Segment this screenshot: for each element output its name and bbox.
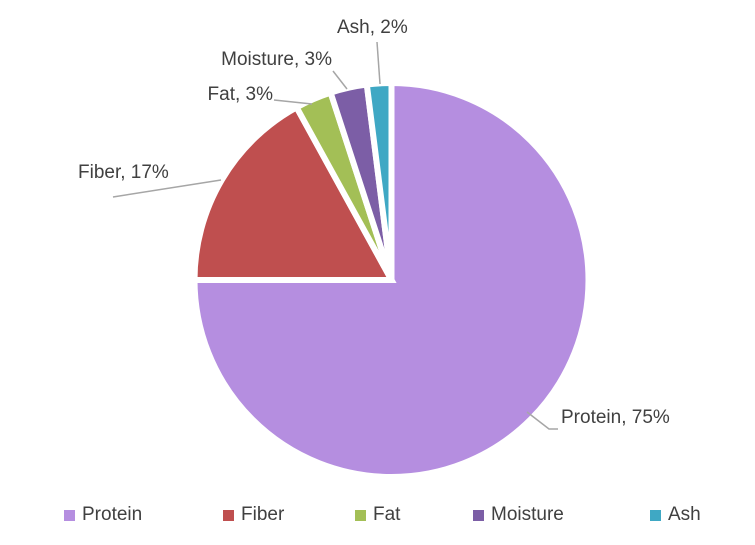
legend-item-fiber: Fiber	[223, 503, 284, 527]
legend-swatch-moisture	[473, 510, 484, 521]
pie-slice-ash	[363, 79, 395, 281]
legend-swatch-ash	[650, 510, 661, 521]
legend-swatch-fat	[355, 510, 366, 521]
legend-label-fat: Fat	[373, 504, 401, 525]
leader-line-moisture	[332, 70, 348, 90]
data-label-fat: Fat, 3%	[207, 84, 273, 105]
legend-item-ash: Ash	[650, 503, 701, 527]
legend-label-protein: Protein	[82, 504, 143, 525]
legend-label-fiber: Fiber	[241, 504, 285, 525]
leader-lines	[112, 41, 558, 430]
data-label-protein: Protein, 75%	[561, 407, 670, 428]
legend-item-fat: Fat	[355, 503, 400, 527]
legend-label-ash: Ash	[668, 504, 701, 525]
legend: Protein Fiber Fat Moisture Ash	[0, 503, 755, 533]
data-label-fiber: Fiber, 17%	[78, 162, 169, 183]
data-label-ash: Ash, 2%	[337, 17, 408, 38]
leader-line-fiber	[112, 179, 222, 198]
legend-item-moisture: Moisture	[473, 503, 564, 527]
legend-swatch-protein	[64, 510, 75, 521]
pie-slices	[191, 79, 592, 480]
pie-slice-fiber	[191, 103, 397, 283]
legend-swatch-fiber	[223, 510, 234, 521]
data-label-moisture: Moisture, 3%	[221, 49, 332, 70]
leader-line-ash	[376, 41, 381, 85]
legend-item-protein: Protein	[64, 503, 142, 527]
leader-line-fat	[273, 99, 313, 105]
leader-line-protein	[526, 411, 558, 430]
legend-label-moisture: Moisture	[491, 504, 564, 525]
pie-slice-protein	[191, 79, 592, 480]
